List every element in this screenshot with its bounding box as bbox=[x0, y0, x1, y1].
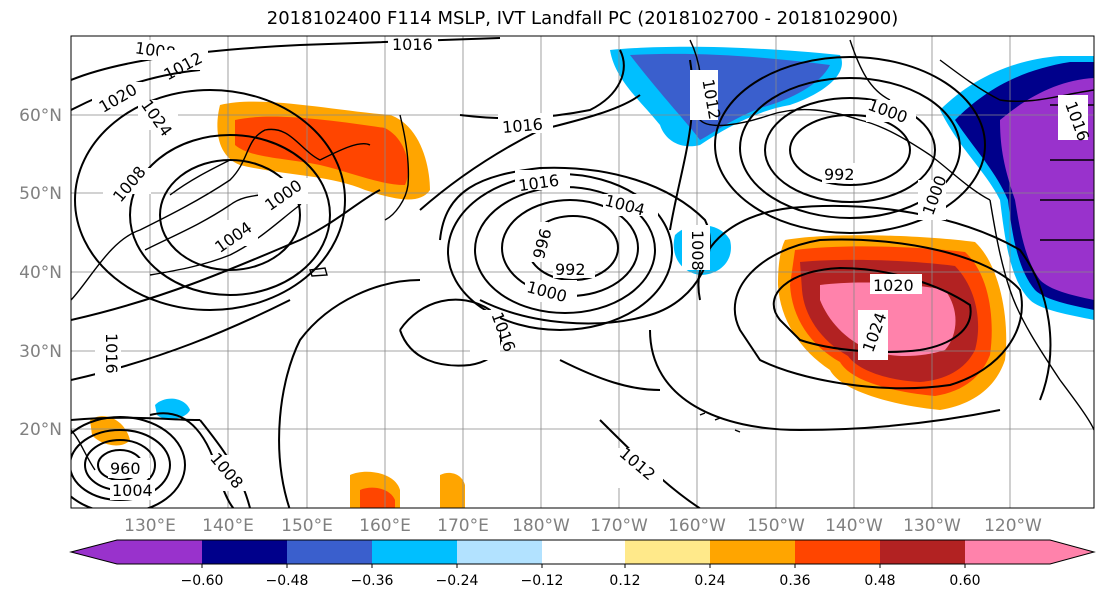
colorbar-segment-5 bbox=[457, 540, 542, 564]
isobar-label: 1020 bbox=[873, 276, 914, 295]
latitude-label: 30°N bbox=[19, 342, 62, 362]
isobar-label: 960 bbox=[110, 459, 141, 478]
plot-frame bbox=[70, 35, 1095, 509]
colorbar-tick-label: 0.12 bbox=[609, 573, 640, 589]
longitude-label: 180°W bbox=[512, 516, 570, 536]
colorbar-tick-label: −0.36 bbox=[351, 573, 394, 589]
longitude-label: 130°W bbox=[903, 516, 961, 536]
latitude-label: 20°N bbox=[19, 420, 62, 440]
latitude-axis: 60°N 50°N 40°N 30°N 20°N bbox=[19, 106, 62, 440]
isobar-label: 1016 bbox=[392, 35, 433, 54]
latitude-label: 60°N bbox=[19, 106, 62, 126]
colorbar-tick-label: 0.24 bbox=[694, 573, 725, 589]
colorbar-segment-4 bbox=[372, 540, 457, 564]
isobar-label: 1004 bbox=[112, 481, 153, 500]
isobar-label: 992 bbox=[824, 165, 855, 184]
colorbar-tick-label: 0.36 bbox=[779, 573, 810, 589]
colorbar-segment-7 bbox=[625, 540, 710, 564]
colorbar-tick-label: −0.12 bbox=[521, 573, 564, 589]
longitude-axis: 130°E 140°E 150°E 160°E 170°E 180°W 170°… bbox=[124, 516, 1042, 536]
ivt-positive-core-south bbox=[360, 487, 395, 508]
colorbar-segment-0 bbox=[71, 540, 117, 564]
colorbar-segment-9 bbox=[795, 540, 880, 564]
latitude-label: 40°N bbox=[19, 263, 62, 283]
isobar-label: 992 bbox=[555, 260, 586, 279]
colorbar-segment-11 bbox=[965, 540, 1050, 564]
colorbar-segment-10 bbox=[880, 540, 965, 564]
colorbar-outline bbox=[69, 539, 1096, 565]
longitude-label: 130°E bbox=[124, 516, 176, 536]
longitude-label: 120°W bbox=[984, 516, 1042, 536]
ivt-positive-core-northwest bbox=[235, 116, 409, 185]
isobar-label: 1016 bbox=[102, 333, 121, 374]
colorbar: −0.60 −0.48 −0.36 −0.24 −0.12 0.12 0.24 … bbox=[69, 539, 1096, 589]
longitude-label: 170°W bbox=[590, 516, 648, 536]
colorbar-segment-12 bbox=[1050, 540, 1094, 564]
latitude-label: 50°N bbox=[19, 184, 62, 204]
colorbar-segment-8 bbox=[710, 540, 795, 564]
ivt-negative-patch-southwest bbox=[155, 398, 190, 420]
colorbar-segment-1 bbox=[117, 540, 202, 564]
colorbar-segment-2 bbox=[202, 540, 287, 564]
colorbar-tick-label: −0.60 bbox=[181, 573, 224, 589]
longitude-label: 150°W bbox=[747, 516, 805, 536]
ivt-negative-core-alaska bbox=[630, 53, 830, 141]
longitude-label: 140°W bbox=[825, 516, 883, 536]
colorbar-tick-label: −0.24 bbox=[436, 573, 479, 589]
map-title: 2018102400 F114 MSLP, IVT Landfall PC (2… bbox=[266, 8, 899, 29]
isobar-labels: 1008 1012 1016 1020 1024 1008 1000 1004 … bbox=[92, 35, 1093, 500]
ivt-positive-patch-south-2 bbox=[440, 472, 465, 508]
colorbar-tick-label: 0.60 bbox=[949, 573, 980, 589]
longitude-label: 170°E bbox=[437, 516, 489, 536]
longitude-label: 160°E bbox=[359, 516, 411, 536]
isobar-label: 1008 bbox=[688, 230, 707, 271]
isobar-label: 1016 bbox=[501, 114, 543, 136]
longitude-label: 150°E bbox=[281, 516, 333, 536]
colorbar-tick-label: 0.48 bbox=[864, 573, 895, 589]
colorbar-tick-label: −0.48 bbox=[266, 573, 309, 589]
longitude-label: 160°W bbox=[668, 516, 726, 536]
colorbar-segment-6 bbox=[542, 540, 625, 564]
colorbar-segment-3 bbox=[287, 540, 372, 564]
longitude-label: 140°E bbox=[202, 516, 254, 536]
